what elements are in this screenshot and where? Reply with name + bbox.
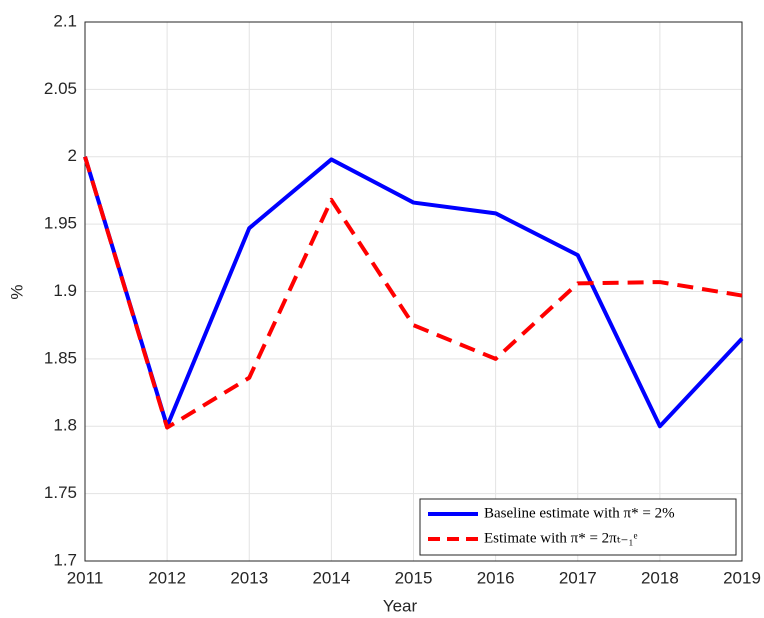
y-tick-label: 1.75 <box>44 483 77 502</box>
y-tick-label: 2.1 <box>53 11 77 30</box>
x-tick-label: 2018 <box>641 568 679 587</box>
x-tick-label: 2017 <box>559 568 597 587</box>
legend-box <box>419 498 737 556</box>
y-tick-label: 1.8 <box>53 416 77 435</box>
x-axis-label: Year <box>383 596 418 615</box>
y-tick-label: 2 <box>68 146 77 165</box>
x-tick-label: 2015 <box>395 568 433 587</box>
x-tick-label: 2012 <box>148 568 186 587</box>
x-tick-label: 2013 <box>230 568 268 587</box>
y-axis-label: % <box>7 284 26 299</box>
x-tick-label: 2016 <box>477 568 515 587</box>
axes-box <box>84 21 743 562</box>
y-tick-label: 1.85 <box>44 348 77 367</box>
y-tick-label: 1.95 <box>44 214 77 233</box>
y-tick-label: 2.05 <box>44 79 77 98</box>
legend-label: Baseline estimate with π* = 2% <box>484 505 675 521</box>
y-tick-label: 1.9 <box>53 281 77 300</box>
series-line <box>83 156 744 429</box>
x-tick-label: 2014 <box>312 568 350 587</box>
x-tick-label: 2019 <box>723 568 761 587</box>
y-tick-label: 1.7 <box>53 550 77 569</box>
x-tick-label: 2011 <box>67 568 104 587</box>
series-line <box>83 156 743 430</box>
legend-label: Estimate with π* = 2πₜ₋₁ᵉ <box>484 530 638 546</box>
